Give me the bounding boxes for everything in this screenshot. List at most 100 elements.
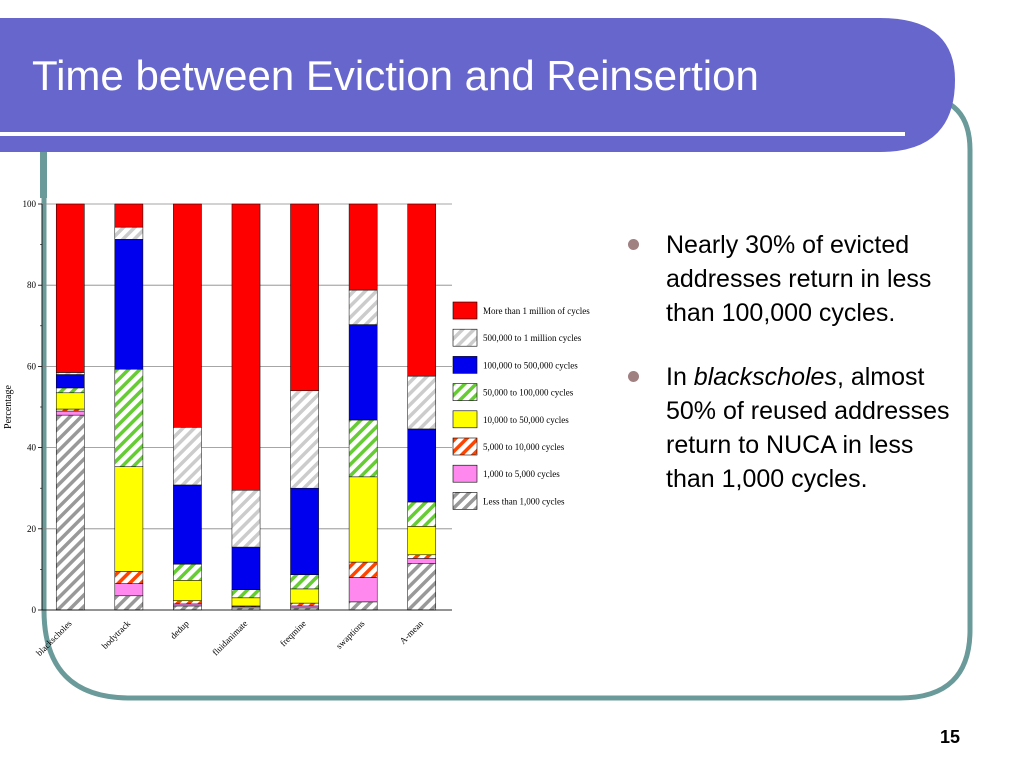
bar-segment <box>348 203 378 291</box>
bars-layer <box>55 203 437 611</box>
bar-segment <box>407 375 437 430</box>
bar-segment <box>231 489 261 548</box>
bar-segment <box>407 554 437 559</box>
bar-segment <box>173 203 202 428</box>
bullet-dot-icon <box>628 239 639 250</box>
bar-segment <box>407 501 437 527</box>
title-underline <box>0 132 905 136</box>
bar-segment <box>55 372 85 375</box>
legend-label: 5,000 to 10,000 cycles <box>483 442 565 452</box>
bar-segment <box>348 289 378 325</box>
bar-segment <box>231 546 261 590</box>
x-tick-label: fluidanimate <box>210 618 249 657</box>
x-tick-label: A-mean <box>398 618 426 646</box>
bar-segment <box>407 558 437 564</box>
bar-segment <box>114 595 144 611</box>
bar-segment <box>114 368 144 467</box>
y-tick-label: 0 <box>32 605 37 615</box>
bar-segment <box>290 574 319 590</box>
bar-segment <box>114 583 144 597</box>
bar-segment <box>348 419 378 478</box>
x-tick-label: dedup <box>168 618 191 641</box>
frame-border <box>41 93 973 701</box>
left-accent-bar <box>40 152 47 198</box>
y-tick-label: 80 <box>27 280 37 290</box>
bullet-text-suffix: , almost 50% of reused addresses return … <box>666 363 950 493</box>
y-axis-label: Percentage <box>3 385 14 429</box>
bar-segment <box>114 203 144 228</box>
legend-label: 10,000 to 50,000 cycles <box>483 415 569 425</box>
bar-segment <box>290 487 319 575</box>
bar-segment <box>114 466 144 572</box>
bar-segment <box>173 580 202 601</box>
bar-segment <box>290 605 319 609</box>
legend-label: Less than 1,000 cycles <box>483 496 565 506</box>
legend-swatch <box>452 410 478 429</box>
slide-title: Time between Eviction and Reinsertion <box>32 52 759 99</box>
bar-segment <box>173 603 202 607</box>
bar-segment <box>231 203 261 491</box>
bullet-dot-icon <box>628 371 639 382</box>
bar-segment <box>55 203 85 373</box>
bar-segment <box>173 605 202 611</box>
y-tick-label: 100 <box>23 199 37 209</box>
bar-segment <box>231 589 261 599</box>
bar-segment <box>55 408 85 412</box>
legend-swatch <box>452 356 478 374</box>
bar-segment <box>173 427 202 486</box>
bar-segment <box>290 602 319 607</box>
legend-label: 100,000 to 500,000 cycles <box>483 360 578 370</box>
bar-segment <box>114 239 144 370</box>
bar-segment <box>114 226 144 240</box>
bar-segment <box>55 374 85 389</box>
legend-swatch <box>452 383 478 401</box>
x-tick-label: swaptions <box>334 618 367 651</box>
bar-segment <box>173 600 202 605</box>
legend-swatch <box>452 437 478 456</box>
bar-segment <box>231 597 261 607</box>
legend-swatch <box>452 492 478 510</box>
bar-segment <box>407 428 437 503</box>
bar-segment <box>55 387 85 394</box>
bullet-item: Nearly 30% of evicted addresses return i… <box>628 228 968 330</box>
stacked-bar-chart: 0 20 40 60 80 100 Percentage blackscholes bodytr… <box>3 199 590 658</box>
bar-segment <box>173 563 202 581</box>
bar-segment <box>173 484 202 565</box>
page-number: 15 <box>940 727 961 747</box>
bar-segment <box>407 526 437 556</box>
x-tick-label: bodytrack <box>100 618 133 651</box>
bar-segment <box>55 414 85 611</box>
x-tick-label: blackscholes <box>34 618 74 658</box>
title-band <box>0 18 955 152</box>
bar-segment <box>55 392 85 410</box>
y-tick-label: 60 <box>27 361 37 371</box>
legend-swatch <box>452 301 478 320</box>
legend-swatch <box>452 328 478 347</box>
legend: More than 1 million of cycles 500,000 to … <box>452 301 590 510</box>
bullet-text: Nearly 30% of evicted addresses return i… <box>666 231 932 327</box>
legend-label: 1,000 to 5,000 cycles <box>483 469 560 479</box>
bar-segment <box>55 410 85 416</box>
legend-label: 500,000 to 1 million cycles <box>483 333 582 343</box>
bullet-text-emphasis: blackscholes <box>693 363 837 391</box>
bar-segment <box>348 577 378 603</box>
bar-segment <box>290 390 319 489</box>
bar-segment <box>348 601 378 611</box>
bar-segment <box>348 561 378 578</box>
bar-segment <box>114 571 144 584</box>
y-tick-label: 40 <box>27 443 37 453</box>
bullet-list: Nearly 30% of evicted addresses return i… <box>628 228 968 526</box>
bar-segment <box>407 563 437 611</box>
y-tick-label: 20 <box>27 524 37 534</box>
bar-segment <box>348 324 378 421</box>
bar-segment <box>407 203 437 377</box>
bullet-text-prefix: In <box>666 363 694 391</box>
legend-label: 50,000 to 100,000 cycles <box>483 388 574 398</box>
bullet-item: In blackscholes, almost 50% of reused ad… <box>628 360 968 496</box>
bar-segment <box>348 476 378 563</box>
legend-label: More than 1 million of cycles <box>483 306 590 316</box>
legend-swatch <box>452 464 478 483</box>
x-tick-label: freqmine <box>278 618 308 648</box>
bar-segment <box>290 203 319 392</box>
